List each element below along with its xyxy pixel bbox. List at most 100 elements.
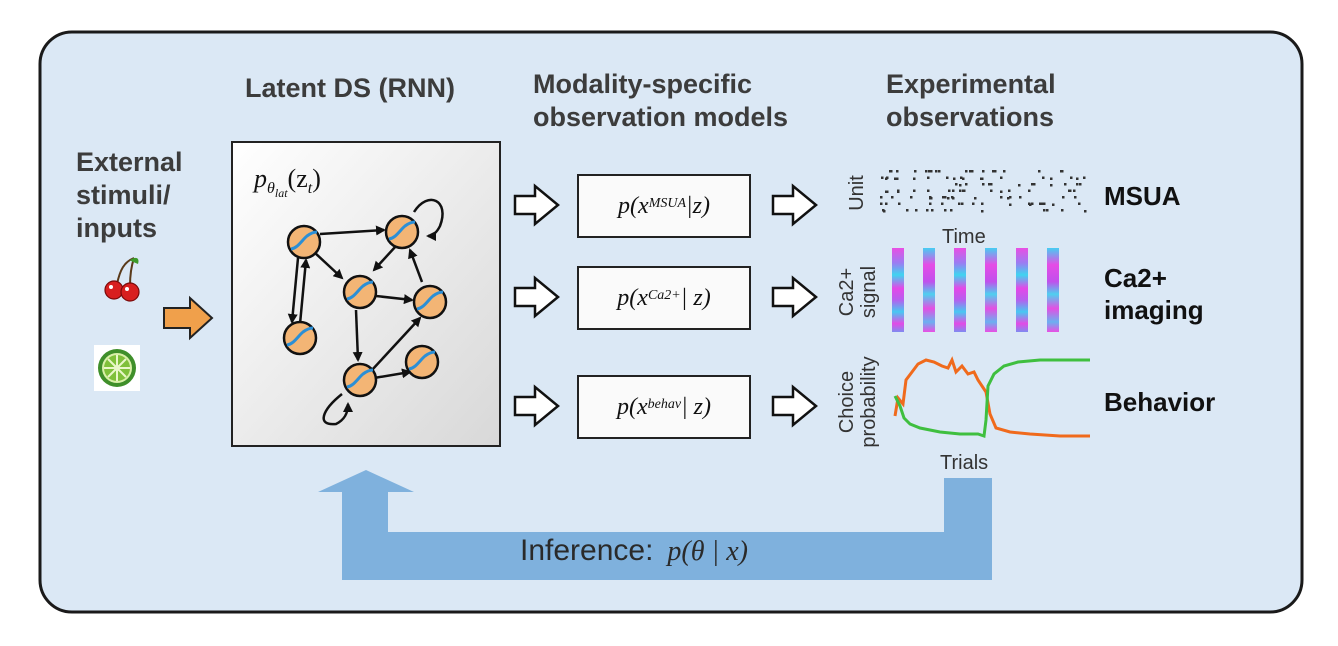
spike-dot xyxy=(1038,170,1041,173)
spike-dot xyxy=(1031,183,1034,186)
spike-dot xyxy=(944,196,947,199)
spike-dot xyxy=(990,190,993,193)
observation-model-ca: p(x Ca2+ | z) xyxy=(577,266,751,330)
spike-dot xyxy=(889,170,892,173)
spike-dot xyxy=(980,178,983,181)
behavior-label: Behavior xyxy=(1104,386,1215,418)
spike-dot xyxy=(896,170,899,173)
header-line: observations xyxy=(886,101,1056,134)
header-latent: Latent DS (RNN) xyxy=(245,72,455,105)
lime-icon xyxy=(94,345,140,391)
spike-dot xyxy=(972,203,975,206)
header-line: Experimental xyxy=(886,68,1056,101)
spike-dot xyxy=(969,170,972,173)
calcium-stripe xyxy=(1016,248,1028,332)
spike-dot xyxy=(965,170,968,173)
spike-dot xyxy=(913,178,916,181)
msua-ylabel: Unit xyxy=(846,168,868,218)
spike-dot xyxy=(885,203,888,206)
spike-dot xyxy=(1000,177,1003,180)
spike-dot xyxy=(982,170,985,173)
spike-dot xyxy=(927,177,930,180)
spike-dot xyxy=(1003,170,1006,173)
spike-dot xyxy=(1079,183,1082,186)
spike-dot xyxy=(946,177,949,180)
formula-part: p(x xyxy=(617,285,648,312)
spike-dot xyxy=(1078,203,1081,206)
spike-dot xyxy=(1018,184,1021,187)
spike-dot xyxy=(1052,204,1055,207)
header-external: External stimuli/ inputs xyxy=(76,146,183,245)
rnn-node xyxy=(344,276,376,308)
spike-dot xyxy=(952,197,955,200)
inference-formula: p(θ | x) xyxy=(667,536,748,567)
spike-dot xyxy=(992,170,995,173)
observation-model-msua: p(x MSUA |z) xyxy=(577,174,751,238)
axis-line: Choice xyxy=(836,342,858,462)
inference-text: Inference: xyxy=(520,534,653,567)
spike-dot xyxy=(891,196,894,199)
formula-part: θ xyxy=(267,180,275,197)
spike-dot xyxy=(898,203,901,206)
header-line: stimuli/ xyxy=(76,179,183,212)
formula-part: | z) xyxy=(681,394,711,421)
spike-dot xyxy=(880,196,883,199)
formula-part: p xyxy=(254,164,267,193)
ca-label: Ca2+ imaging xyxy=(1104,262,1204,326)
spike-dot xyxy=(1028,190,1031,193)
spike-dot xyxy=(952,190,955,193)
spike-dot xyxy=(930,197,933,200)
spike-dot xyxy=(1070,177,1073,180)
rnn-node xyxy=(386,216,418,248)
spike-dot xyxy=(965,183,968,186)
spike-dot xyxy=(906,209,909,212)
spike-dot xyxy=(974,197,977,200)
spike-dot xyxy=(981,203,984,206)
calcium-stripe xyxy=(923,248,935,332)
spike-dot xyxy=(1061,170,1064,173)
formula-part: p(x xyxy=(618,193,649,220)
spike-dot xyxy=(947,197,950,200)
axis-line: probability xyxy=(858,342,880,462)
spike-dot xyxy=(1009,204,1012,207)
spike-dot xyxy=(959,184,962,187)
spike-dot xyxy=(953,178,956,181)
spike-dot xyxy=(929,203,932,206)
calcium-stripe xyxy=(1047,248,1059,332)
spike-dot xyxy=(894,178,897,181)
spike-dot xyxy=(926,209,929,212)
spike-dot xyxy=(1076,183,1079,186)
formula-part: (z xyxy=(288,164,308,193)
observation-model-behavior: p(x behav | z) xyxy=(577,375,751,439)
header-observation-models: Modality-specific observation models xyxy=(533,68,788,134)
behavior-xlabel: Trials xyxy=(940,452,988,475)
spike-dot xyxy=(1000,196,1003,199)
spike-dot xyxy=(931,209,934,212)
header-line: External xyxy=(76,146,183,179)
header-line: inputs xyxy=(76,212,183,245)
header-line: Modality-specific xyxy=(533,68,788,101)
rnn-node xyxy=(406,346,438,378)
rnn-node xyxy=(288,226,320,258)
spike-dot xyxy=(955,183,958,186)
spike-dot xyxy=(1069,190,1072,193)
spike-dot xyxy=(981,210,984,213)
spike-dot xyxy=(1084,210,1087,213)
spike-dot xyxy=(1019,196,1022,199)
formula-part: | z) xyxy=(681,285,711,312)
spike-dot xyxy=(1042,177,1045,180)
spike-dot xyxy=(1046,209,1049,212)
label-line: imaging xyxy=(1104,294,1204,326)
spike-dot xyxy=(988,183,991,186)
spike-dot xyxy=(963,190,966,193)
spike-dot xyxy=(883,210,886,213)
rnn-node xyxy=(414,286,446,318)
spike-dot xyxy=(880,203,883,206)
formula-part: lat xyxy=(275,186,288,200)
spike-dot xyxy=(1074,196,1077,199)
spike-dot xyxy=(881,177,884,180)
spike-dot xyxy=(982,183,985,186)
formula-part: behav xyxy=(648,397,681,413)
spike-dot xyxy=(928,170,931,173)
